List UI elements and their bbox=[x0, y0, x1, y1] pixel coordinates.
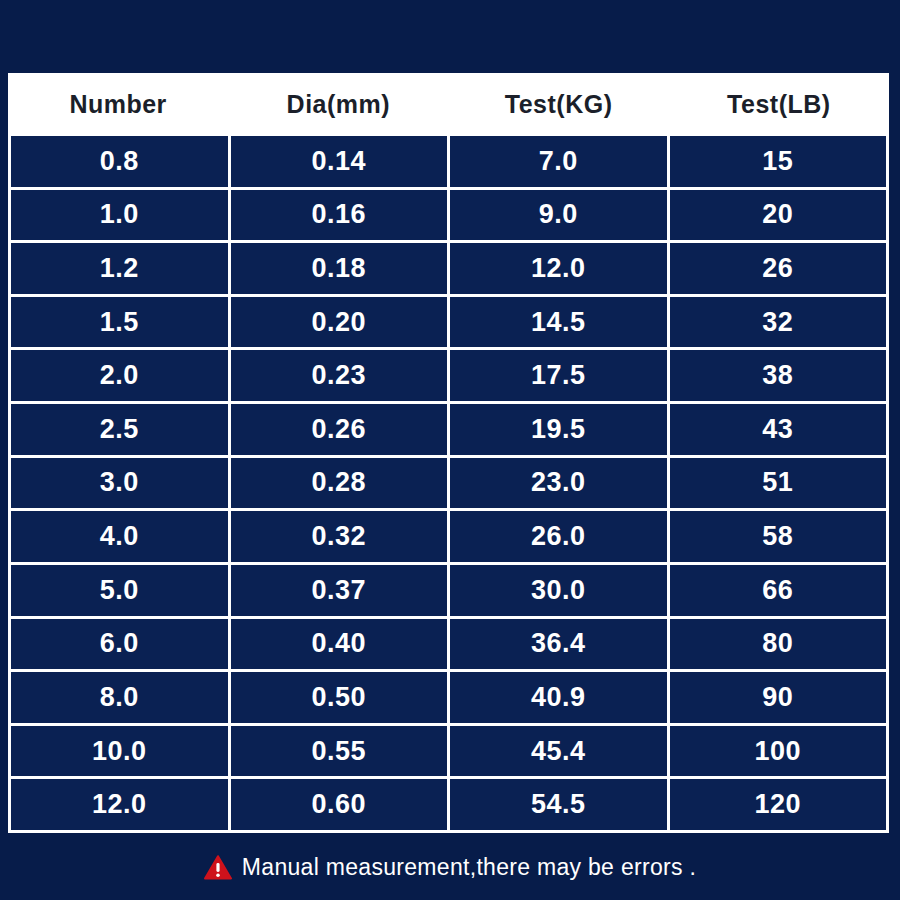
table-cell: 0.26 bbox=[231, 404, 448, 455]
table-cell: 0.14 bbox=[231, 136, 448, 187]
table-cell: 54.5 bbox=[450, 779, 667, 830]
table-cell: 1.5 bbox=[11, 297, 228, 348]
column-header-number: Number bbox=[8, 90, 228, 119]
table-cell: 0.23 bbox=[231, 350, 448, 401]
footer-note: Manual measurement,there may be errors . bbox=[0, 840, 900, 895]
table-cell: 80 bbox=[670, 619, 887, 670]
table-cell: 26 bbox=[670, 243, 887, 294]
table-cell: 3.0 bbox=[11, 458, 228, 509]
table-cell: 26.0 bbox=[450, 511, 667, 562]
table-cell: 90 bbox=[670, 672, 887, 723]
table-cell: 58 bbox=[670, 511, 887, 562]
column-header-test-lb: Test(LB) bbox=[669, 90, 889, 119]
table-cell: 0.32 bbox=[231, 511, 448, 562]
table-cell: 0.20 bbox=[231, 297, 448, 348]
table-body: 0.80.147.0151.00.169.0201.20.1812.0261.5… bbox=[8, 136, 889, 833]
table-cell: 0.28 bbox=[231, 458, 448, 509]
table-cell: 45.4 bbox=[450, 726, 667, 777]
table-cell: 0.55 bbox=[231, 726, 448, 777]
table-cell: 23.0 bbox=[450, 458, 667, 509]
table-cell: 66 bbox=[670, 565, 887, 616]
table-cell: 30.0 bbox=[450, 565, 667, 616]
spec-sheet: Number Dia(mm) Test(KG) Test(LB) 0.80.14… bbox=[0, 0, 900, 900]
table-cell: 6.0 bbox=[11, 619, 228, 670]
spec-table: Number Dia(mm) Test(KG) Test(LB) 0.80.14… bbox=[8, 73, 889, 833]
table-cell: 38 bbox=[670, 350, 887, 401]
table-cell: 0.50 bbox=[231, 672, 448, 723]
table-cell: 7.0 bbox=[450, 136, 667, 187]
table-cell: 1.2 bbox=[11, 243, 228, 294]
table-cell: 0.37 bbox=[231, 565, 448, 616]
table-cell: 0.16 bbox=[231, 190, 448, 241]
table-cell: 36.4 bbox=[450, 619, 667, 670]
column-header-test-kg: Test(KG) bbox=[449, 90, 669, 119]
table-cell: 100 bbox=[670, 726, 887, 777]
table-cell: 0.40 bbox=[231, 619, 448, 670]
footer-note-text: Manual measurement,there may be errors . bbox=[242, 854, 696, 881]
table-cell: 14.5 bbox=[450, 297, 667, 348]
table-cell: 51 bbox=[670, 458, 887, 509]
table-cell: 0.8 bbox=[11, 136, 228, 187]
table-cell: 17.5 bbox=[450, 350, 667, 401]
table-cell: 43 bbox=[670, 404, 887, 455]
table-cell: 15 bbox=[670, 136, 887, 187]
table-cell: 2.0 bbox=[11, 350, 228, 401]
table-cell: 32 bbox=[670, 297, 887, 348]
table-cell: 10.0 bbox=[11, 726, 228, 777]
table-header-row: Number Dia(mm) Test(KG) Test(LB) bbox=[8, 73, 889, 136]
warning-triangle-icon bbox=[204, 855, 232, 880]
column-header-dia-mm: Dia(mm) bbox=[228, 90, 448, 119]
table-cell: 9.0 bbox=[450, 190, 667, 241]
table-cell: 2.5 bbox=[11, 404, 228, 455]
table-cell: 120 bbox=[670, 779, 887, 830]
table-cell: 4.0 bbox=[11, 511, 228, 562]
table-cell: 40.9 bbox=[450, 672, 667, 723]
table-cell: 0.60 bbox=[231, 779, 448, 830]
table-cell: 12.0 bbox=[450, 243, 667, 294]
table-cell: 20 bbox=[670, 190, 887, 241]
table-cell: 8.0 bbox=[11, 672, 228, 723]
table-cell: 1.0 bbox=[11, 190, 228, 241]
table-cell: 0.18 bbox=[231, 243, 448, 294]
table-cell: 5.0 bbox=[11, 565, 228, 616]
table-cell: 12.0 bbox=[11, 779, 228, 830]
table-cell: 19.5 bbox=[450, 404, 667, 455]
